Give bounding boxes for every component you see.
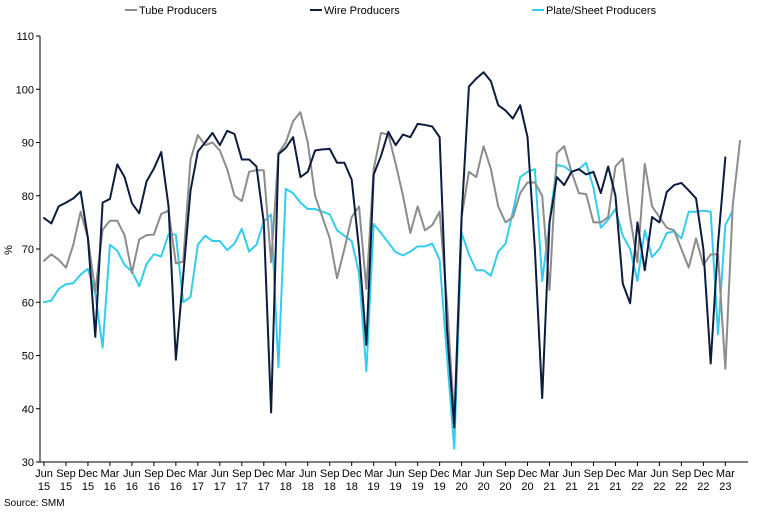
x-tick-label-month: Sep: [320, 468, 340, 480]
x-tick-label-year: 19: [390, 481, 402, 493]
x-tick-label-month: Dec: [606, 468, 626, 480]
x-tick-label-year: 20: [455, 481, 467, 493]
x-tick-label-year: 18: [302, 481, 314, 493]
series-layer: [43, 71, 741, 450]
x-tick-label-month: Dec: [166, 468, 186, 480]
x-tick-label-month: Jun: [475, 468, 493, 480]
x-tick-label-month: Dec: [78, 468, 98, 480]
x-tick-label-month: Dec: [518, 468, 538, 480]
x-tick-label-month: Mar: [100, 468, 119, 480]
x-tick-label-month: Dec: [342, 468, 362, 480]
y-tick-label: 70: [22, 244, 34, 256]
x-tick-label-year: 16: [170, 481, 182, 493]
legend: Tube Producers Wire Producers Plate/Sheet …: [125, 5, 657, 17]
x-tick-label-year: 20: [499, 481, 511, 493]
x-tick-label-month: Mar: [716, 468, 735, 480]
x-tick-label-year: 21: [609, 481, 621, 493]
y-tick-label: 90: [22, 138, 34, 150]
x-tick-label-month: Mar: [628, 468, 647, 480]
x-tick-label-year: 17: [258, 481, 270, 493]
x-tick-label-year: 17: [192, 481, 204, 493]
x-tick-label-year: 19: [368, 481, 380, 493]
y-tick-label: 80: [22, 191, 34, 203]
x-tick-label-month: Dec: [694, 468, 714, 480]
x-tick-label-year: 20: [477, 481, 489, 493]
y-tick-label: 50: [22, 351, 34, 363]
y-axis: 30 40 50 60 70 80 90 100 110: [16, 31, 41, 469]
x-tick-label-year: 16: [148, 481, 160, 493]
x-tick-label-year: 16: [126, 481, 138, 493]
x-tick-label-month: Jun: [123, 468, 141, 480]
x-tick-label-year: 21: [565, 481, 577, 493]
x-tick-label-year: 16: [104, 481, 116, 493]
x-tick-label-year: 15: [38, 481, 50, 493]
y-tick-label: 110: [16, 31, 34, 43]
x-tick-label-year: 20: [521, 481, 533, 493]
x-axis: Jun15Sep15Dec15Mar16Jun16Sep16Dec16Mar17…: [35, 461, 748, 493]
x-tick-label-year: 21: [587, 481, 599, 493]
x-tick-label-year: 22: [653, 481, 665, 493]
x-tick-label-year: 22: [631, 481, 643, 493]
x-tick-label-month: Jun: [651, 468, 669, 480]
x-tick-label-month: Mar: [452, 468, 471, 480]
x-tick-label-year: 21: [543, 481, 555, 493]
x-tick-label-year: 18: [324, 481, 336, 493]
x-tick-label-month: Mar: [188, 468, 207, 480]
x-tick-label-month: Dec: [430, 468, 450, 480]
x-tick-label-month: Dec: [254, 468, 274, 480]
x-tick-label-month: Sep: [56, 468, 76, 480]
x-tick-label-month: Mar: [364, 468, 383, 480]
y-tick-label: 40: [22, 404, 34, 416]
y-tick-label: 60: [22, 297, 34, 309]
x-tick-label-year: 17: [236, 481, 248, 493]
legend-label: Plate/Sheet Producers: [546, 5, 657, 17]
y-tick-label: 100: [16, 84, 34, 96]
series-line-wire-producers: [43, 71, 727, 429]
x-tick-label-month: Sep: [232, 468, 252, 480]
series-line-tube-producers: [43, 111, 741, 421]
source-note: Source: SMM: [4, 498, 65, 509]
x-tick-label-month: Jun: [299, 468, 317, 480]
x-tick-label-year: 18: [280, 481, 292, 493]
legend-label: Tube Producers: [139, 5, 217, 17]
x-tick-label-year: 15: [82, 481, 94, 493]
x-tick-label-month: Sep: [496, 468, 516, 480]
x-tick-label-year: 18: [346, 481, 358, 493]
x-tick-label-month: Sep: [672, 468, 692, 480]
legend-label: Wire Producers: [324, 5, 400, 17]
x-tick-label-month: Jun: [387, 468, 405, 480]
x-tick-label-month: Jun: [563, 468, 581, 480]
x-tick-label-year: 17: [214, 481, 226, 493]
x-tick-label-year: 15: [60, 481, 72, 493]
x-tick-label-year: 19: [433, 481, 445, 493]
x-tick-label-month: Sep: [584, 468, 604, 480]
y-axis-label: %: [3, 245, 15, 255]
x-tick-label-month: Jun: [211, 468, 229, 480]
x-tick-label-year: 19: [412, 481, 424, 493]
x-tick-label-year: 22: [697, 481, 709, 493]
y-tick-label: 30: [22, 457, 34, 469]
x-tick-label-year: 23: [719, 481, 731, 493]
x-tick-label-month: Sep: [408, 468, 428, 480]
x-tick-label-month: Jun: [35, 468, 53, 480]
x-tick-label-year: 22: [675, 481, 687, 493]
x-tick-label-month: Sep: [144, 468, 164, 480]
x-tick-label-month: Mar: [540, 468, 559, 480]
x-tick-label-month: Mar: [276, 468, 295, 480]
